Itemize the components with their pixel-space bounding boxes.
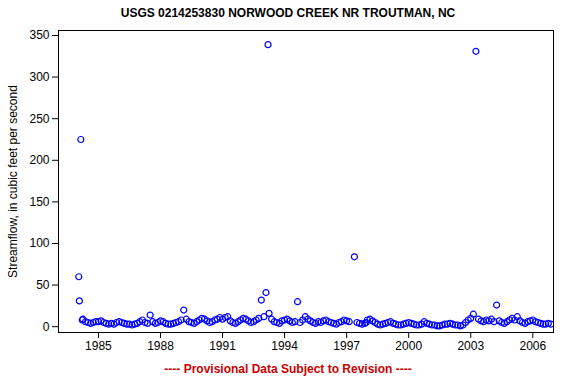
svg-text:2006: 2006 [519,339,546,353]
svg-text:350: 350 [29,28,49,42]
svg-text:0: 0 [43,320,50,334]
html-text:USGS 0214253830 NORWOOD CREEK: USGS 0214253830 NORWOOD CREEK NR TROUTMA… [120,6,456,20]
svg-text:100: 100 [29,236,49,250]
svg-text:2003: 2003 [457,339,484,353]
html-text:---- Provisional Data Subject: ---- Provisional Data Subject to Revisio… [164,362,412,376]
svg-text:200: 200 [29,153,49,167]
svg-text:300: 300 [29,70,49,84]
svg-text:1997: 1997 [333,339,360,353]
svg-text:2000: 2000 [395,339,422,353]
svg-text:1991: 1991 [209,339,236,353]
svg-text:1988: 1988 [147,339,174,353]
svg-text:250: 250 [29,112,49,126]
svg-text:50: 50 [36,278,50,292]
svg-text:1994: 1994 [271,339,298,353]
svg-text:1985: 1985 [85,339,112,353]
svg-text:Streamflow, in cubic feet per: Streamflow, in cubic feet per second [6,85,20,278]
svg-text:150: 150 [29,195,49,209]
